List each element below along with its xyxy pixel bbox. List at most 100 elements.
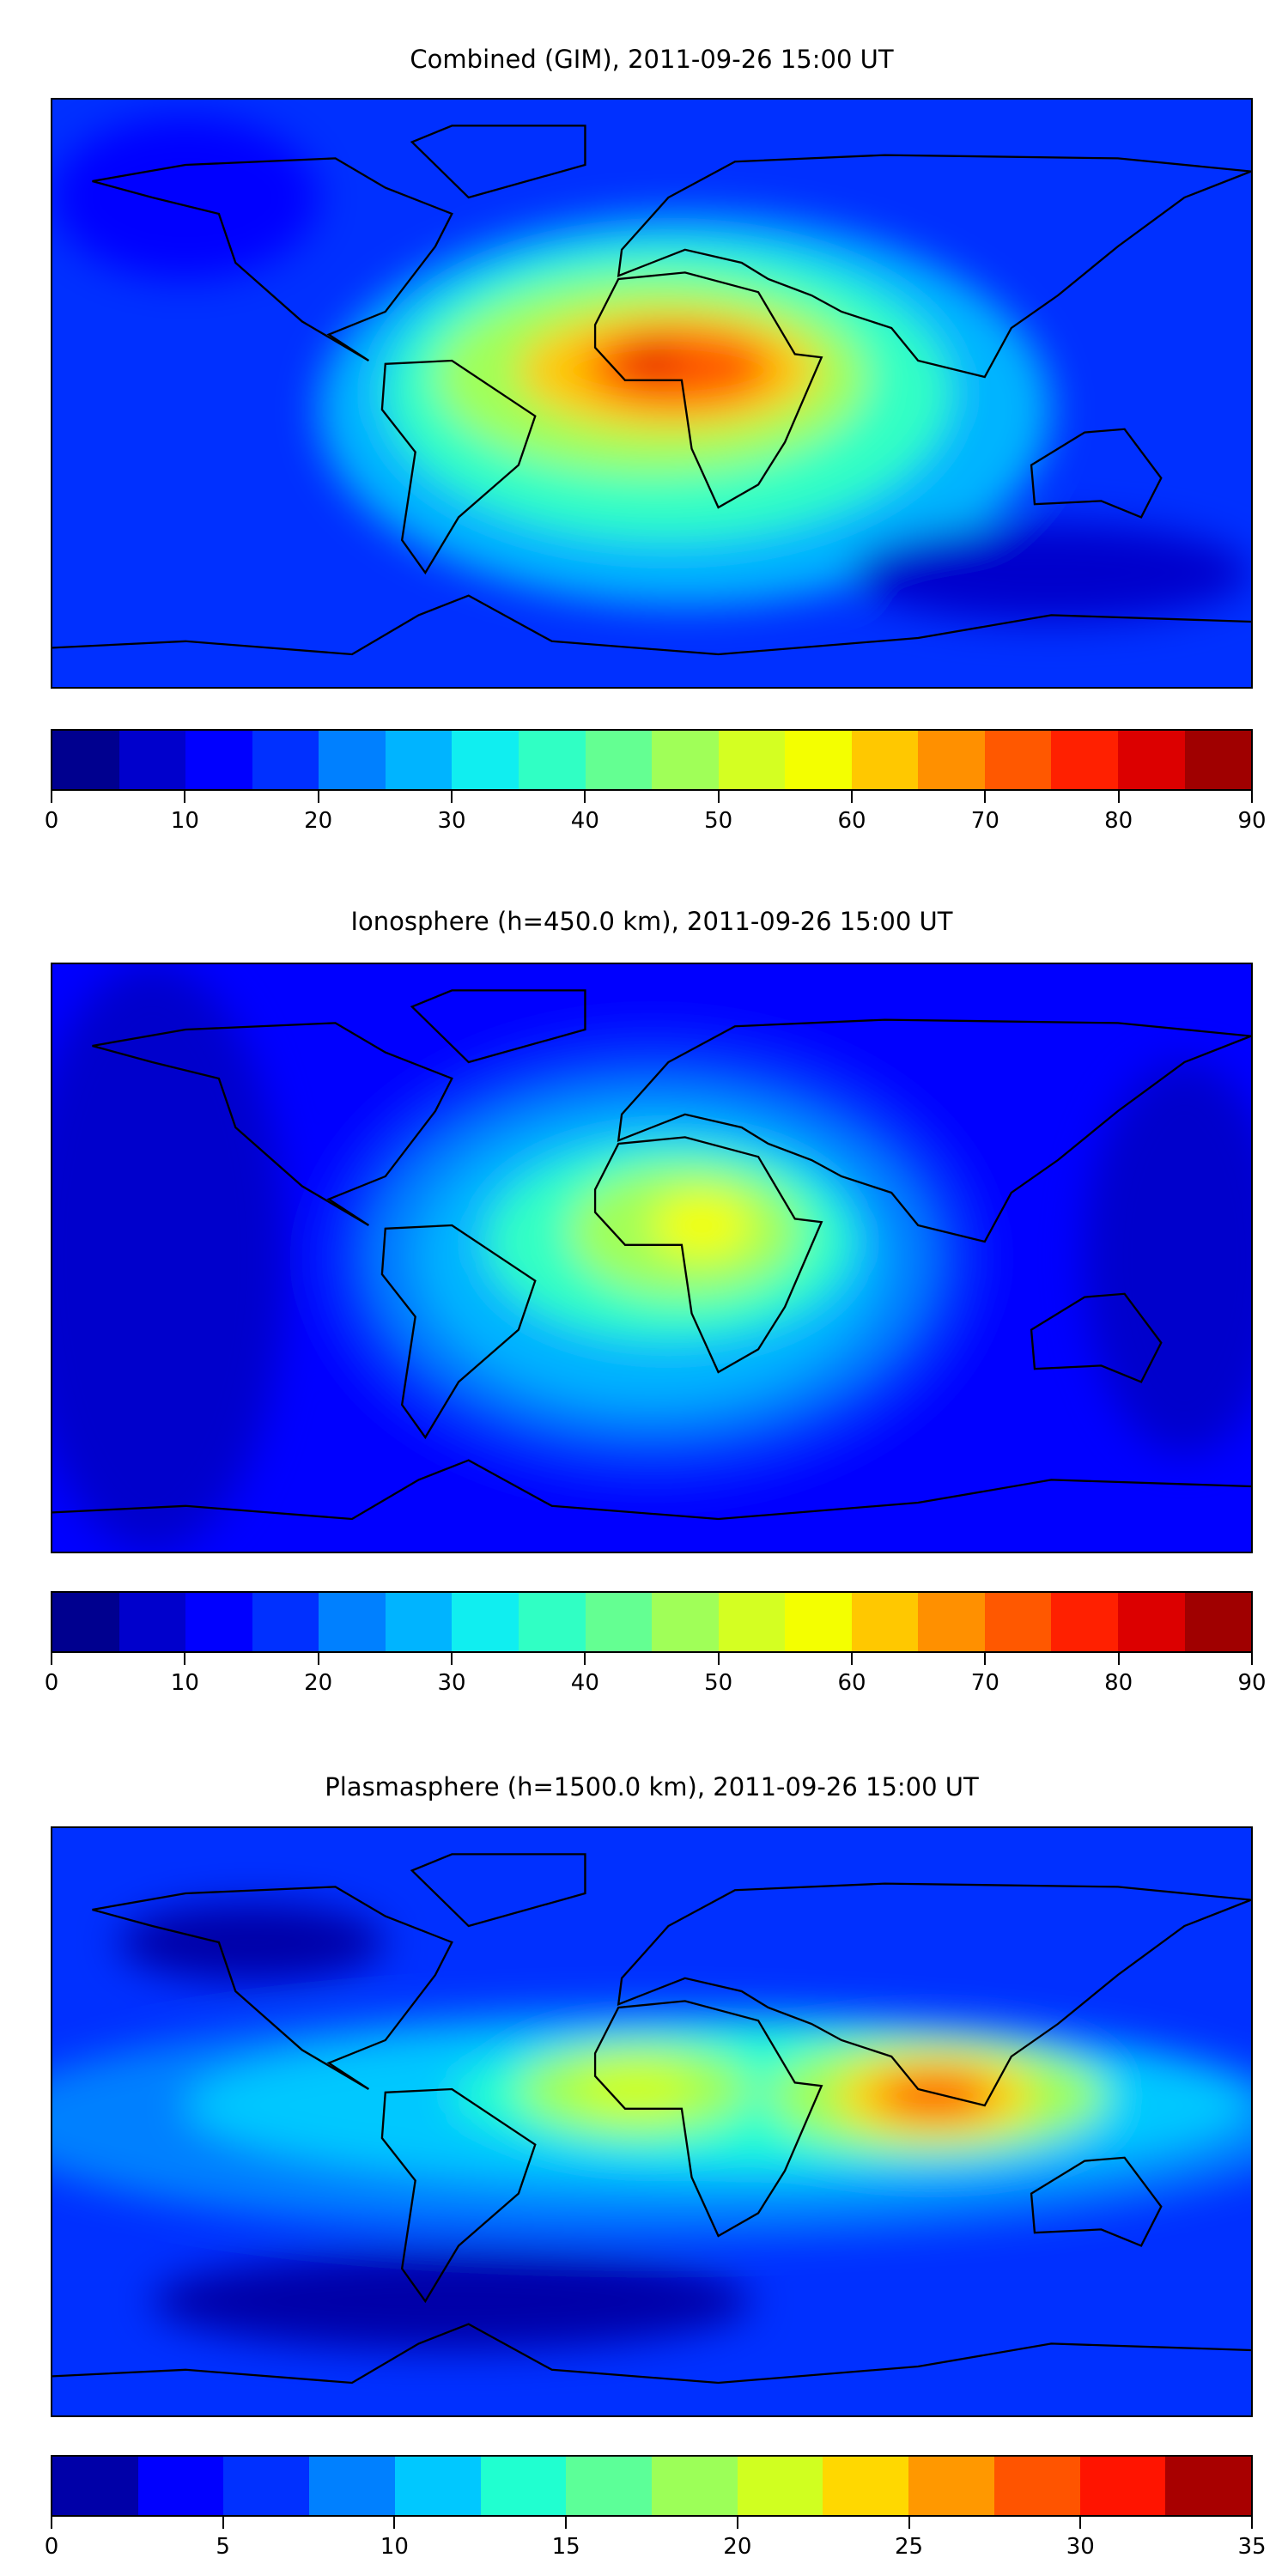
colorbar-tick-label: 50 [704,1670,733,1696]
colorbar-segment [452,1593,519,1651]
field-contour [52,116,319,279]
colorbar-combined [51,729,1253,791]
map-svg-plasmasphere [52,1828,1251,2415]
colorbar-tick-label: 90 [1237,808,1267,834]
colorbar-tick-label: 0 [44,1670,59,1696]
field-contour [52,964,286,1552]
colorbar-tick-label: 70 [970,1670,999,1696]
colorbar-tick-label: 40 [570,1670,599,1696]
colorbar-segment [1184,1593,1252,1651]
colorbar-tick-label: 30 [437,808,466,834]
colorbar-segment [452,731,519,789]
colorbar-segment [652,731,719,789]
field-contour [152,2252,752,2350]
colorbar-tick-label: 40 [570,808,599,834]
colorbar-tick-label: 70 [970,808,999,834]
map-svg-ionosphere [52,964,1251,1552]
field-contour [624,344,679,377]
coastline-eurasia [617,154,1251,379]
colorbar-tick-label: 90 [1237,1670,1267,1696]
colorbar-tick [222,2517,224,2529]
colorbar-tick [717,791,720,803]
colorbar-tick [984,1653,987,1665]
colorbar-segment [394,2457,481,2515]
colorbar-segment [737,2457,823,2515]
colorbar-segment [185,731,252,789]
colorbar-segment [385,731,453,789]
colorbar-tick-label: 10 [170,808,199,834]
colorbar-tick [51,791,52,803]
colorbar-ionosphere [51,1591,1253,1653]
colorbar-tick [736,2517,738,2529]
colorbar-tick-label: 80 [1104,1670,1133,1696]
colorbar-tick [984,791,987,803]
colorbar-tick-label: 20 [723,2534,752,2560]
colorbar-segment [385,1593,453,1651]
colorbar-tick [1117,1653,1120,1665]
colorbar-tick [51,1653,52,1665]
coastline-north-america [92,1886,453,2090]
coastline-eurasia [617,1018,1251,1243]
colorbar-tick-label: 10 [170,1670,199,1696]
colorbar-segment [118,731,186,789]
colorbar-tick-label: 30 [437,1670,466,1696]
colorbar-tick [1117,791,1120,803]
coastline-antarctica [52,594,1251,656]
colorbar-segment [223,2457,310,2515]
colorbar-segment [137,2457,224,2515]
colorbar-tick-label: 15 [551,2534,580,2560]
field-contour [118,1903,386,1982]
chart-title-combined: Combined (GIM), 2011-09-26 15:00 UT [410,45,894,74]
colorbar-tick-label: 0 [44,2534,59,2560]
colorbar-tick [584,791,586,803]
coastline-africa [593,271,823,509]
colorbar-tick-label: 0 [44,808,59,834]
colorbar-segment [785,731,852,789]
colorbar-tick-label: 25 [895,2534,924,2560]
colorbar-segment [1165,2457,1252,2515]
colorbar-tick-label: 20 [304,808,333,834]
coastline-australia [1030,1292,1163,1383]
colorbar-tick [584,1653,586,1665]
field-contour [652,1193,752,1258]
colorbar-tick [565,2517,568,2529]
coastline-africa [593,1136,823,1374]
coastline-north-america [92,1022,453,1226]
colorbar-tick-label: 20 [304,1670,333,1696]
colorbar-segment [718,731,786,789]
map-plasmasphere [51,1826,1253,2417]
colorbar-tick [317,1653,319,1665]
colorbar-tick [184,791,186,803]
coastline-antarctica [52,1459,1251,1521]
colorbar-tick [851,791,853,803]
colorbar-segment [984,731,1052,789]
coastline-eurasia [617,1882,1251,2107]
colorbar-segment [1118,731,1185,789]
colorbar-segment [52,2457,138,2515]
colorbar-segment [518,1593,586,1651]
colorbar-tick [717,1653,720,1665]
colorbar-segment [993,2457,1080,2515]
colorbar-segment [1079,2457,1166,2515]
coastline-antarctica [52,2323,1251,2385]
coastline-south-america [380,2087,537,2304]
colorbar-tick-label: 5 [216,2534,230,2560]
colorbar-segment [908,2457,994,2515]
coastline-north-america [92,157,453,361]
field-contour [574,2063,696,2116]
colorbar-segment [480,2457,567,2515]
colorbar-plasmasphere [51,2455,1253,2517]
colorbar-tick [1251,791,1253,803]
colorbar-tick-label: 60 [837,808,866,834]
chart-title-plasmasphere: Plasmasphere (h=1500.0 km), 2011-09-26 1… [325,1772,979,1801]
colorbar-tick-label: 60 [837,1670,866,1696]
coastline-greenland [410,1853,586,1928]
coastline-australia [1030,428,1163,519]
colorbar-tick [393,2517,396,2529]
colorbar-tick-label: 80 [1104,808,1133,834]
colorbar-tick [1079,2517,1082,2529]
colorbar-tick [851,1653,853,1665]
map-svg-combined [52,100,1251,687]
colorbar-segment [851,1593,919,1651]
colorbar-segment [185,1593,252,1651]
